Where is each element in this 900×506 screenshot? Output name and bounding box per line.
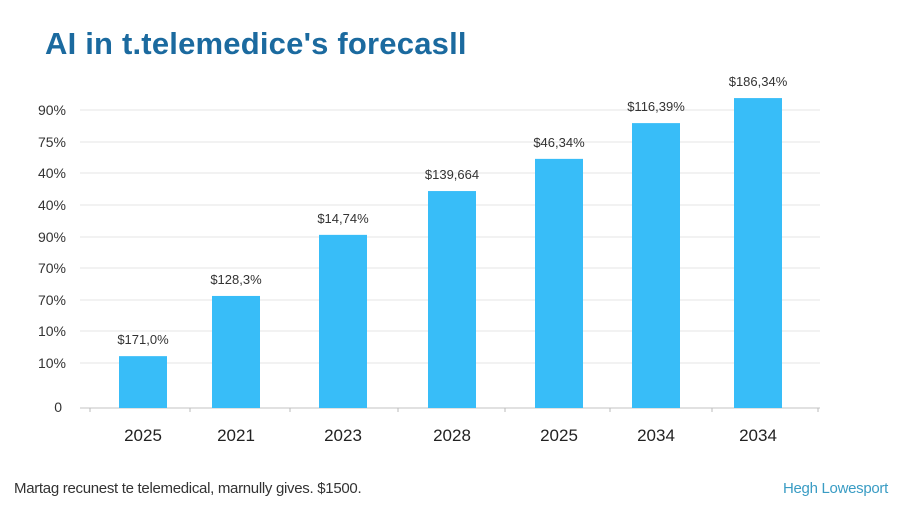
y-tick-label: 70% — [38, 292, 66, 308]
bar — [119, 356, 167, 408]
source-label: Hegh Lowesport — [782, 480, 888, 497]
bar-chart: 0 10% 10% 70% 70% 90% 40% 40% 75% 90% $171,0% 2025 $… — [38, 74, 820, 445]
x-tick-label: 2034 — [637, 426, 675, 445]
y-tick-label: 90% — [38, 229, 66, 245]
data-label: $128,3% — [210, 272, 262, 287]
y-tick-label: 70% — [38, 260, 66, 276]
y-tick-label: 40% — [38, 165, 66, 181]
y-tick-label: 90% — [38, 102, 66, 118]
data-label: $116,39% — [627, 99, 685, 114]
y-tick-label: 0 — [54, 399, 62, 415]
x-tick-label: 2034 — [739, 426, 777, 445]
data-label: $186,34% — [729, 74, 788, 89]
bar — [734, 98, 782, 408]
x-tick-label: 2023 — [324, 426, 362, 445]
x-tick-label: 2025 — [540, 426, 578, 445]
x-tick-label: 2025 — [124, 426, 162, 445]
bar — [428, 191, 476, 408]
y-tick-label: 40% — [38, 197, 66, 213]
footnote: Martag recunest te telemedical, marnully… — [14, 480, 362, 497]
y-tick-label: 75% — [38, 134, 66, 150]
y-tick-label: 10% — [38, 355, 66, 371]
data-label: $14,74% — [317, 211, 369, 226]
chart-title: AI in t.telemedice's forecasll — [45, 26, 467, 61]
bar — [212, 295, 260, 408]
data-label: $139,664 — [425, 167, 479, 182]
x-tick-label: 2028 — [433, 426, 471, 445]
data-label: $46,34% — [533, 135, 585, 150]
bar — [632, 123, 680, 408]
data-label: $171,0% — [117, 332, 169, 347]
bar — [319, 234, 367, 408]
x-tick-label: 2021 — [217, 426, 255, 445]
y-tick-label: 10% — [38, 323, 66, 339]
bar — [535, 158, 583, 408]
